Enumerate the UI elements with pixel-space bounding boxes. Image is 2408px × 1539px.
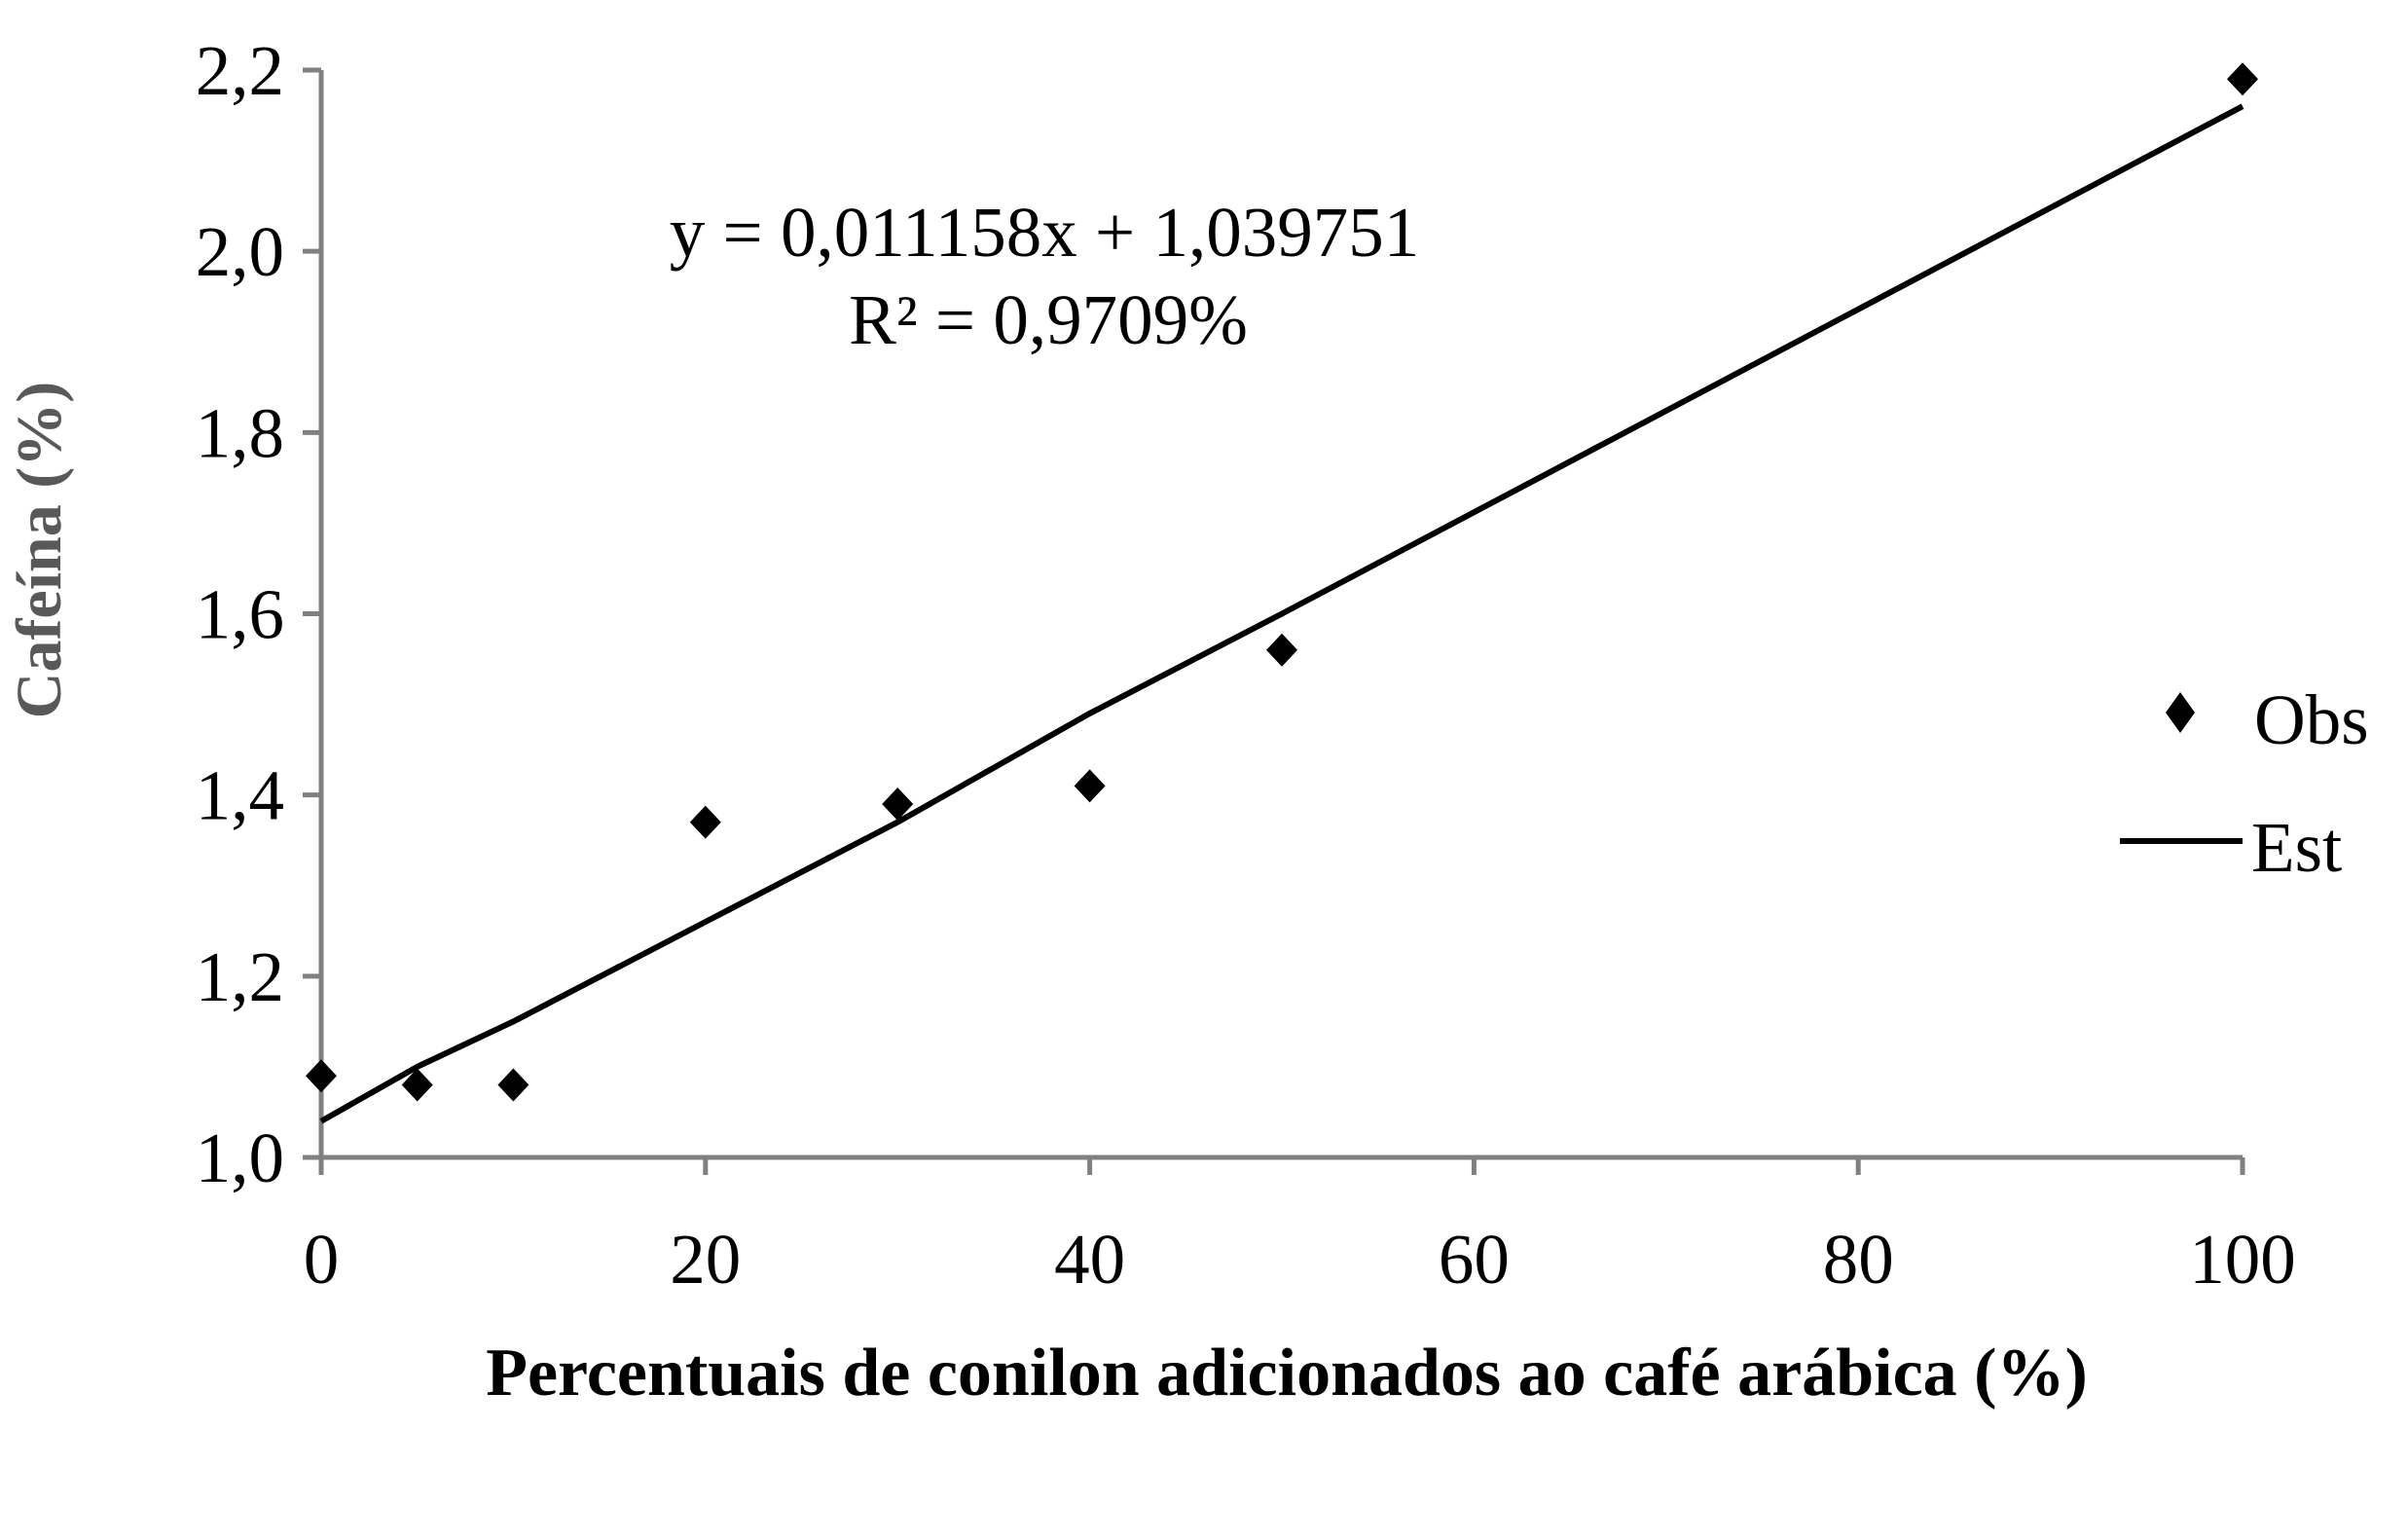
x-tick-label: 0 bbox=[304, 1220, 340, 1299]
y-tick-label: 2,2 bbox=[196, 31, 284, 110]
x-tick-label: 60 bbox=[1439, 1220, 1510, 1299]
obs-point bbox=[2227, 62, 2258, 96]
x-tick-label: 100 bbox=[2189, 1220, 2296, 1299]
obs-point bbox=[401, 1068, 433, 1102]
regression-equation: y = 0,011158x + 1,039751 bbox=[670, 193, 1419, 272]
y-tick-label: 1,0 bbox=[196, 1118, 284, 1197]
legend-label-obs: Obs bbox=[2254, 680, 2369, 759]
y-tick-label: 2,0 bbox=[196, 212, 284, 291]
series-est-line bbox=[319, 103, 2244, 1124]
legend-item-obs: Obs bbox=[2166, 680, 2369, 759]
axes: 1,0 1,2 1,4 1,6 1,8 2,0 2,2 0 20 40 60 80 100 bbox=[196, 31, 2296, 1299]
r-squared-label: R² = 0,9709% bbox=[849, 280, 1248, 359]
x-tick-label: 80 bbox=[1823, 1220, 1894, 1299]
y-tick-label: 1,2 bbox=[196, 937, 284, 1016]
legend-item-est: Est bbox=[2120, 808, 2342, 887]
obs-point bbox=[1266, 633, 1297, 667]
obs-point bbox=[882, 787, 914, 821]
obs-point bbox=[689, 805, 721, 839]
x-tick-label: 40 bbox=[1054, 1220, 1125, 1299]
x-tick-label: 20 bbox=[670, 1220, 741, 1299]
legend-diamond-marker bbox=[2166, 692, 2195, 733]
plot-area bbox=[306, 62, 2258, 1124]
y-axis-title: Cafeína (%) bbox=[4, 382, 75, 718]
y-tick-label: 1,4 bbox=[196, 756, 284, 835]
x-axis-title: Percentuais de conilon adicionados ao ca… bbox=[486, 1336, 2088, 1411]
legend: Obs Est bbox=[2120, 680, 2369, 887]
obs-point bbox=[306, 1059, 337, 1093]
legend-label-est: Est bbox=[2251, 808, 2342, 887]
obs-point bbox=[497, 1068, 529, 1102]
y-tick-label: 1,6 bbox=[196, 575, 284, 654]
y-tick-label: 1,8 bbox=[196, 393, 284, 472]
obs-point bbox=[1074, 769, 1106, 803]
